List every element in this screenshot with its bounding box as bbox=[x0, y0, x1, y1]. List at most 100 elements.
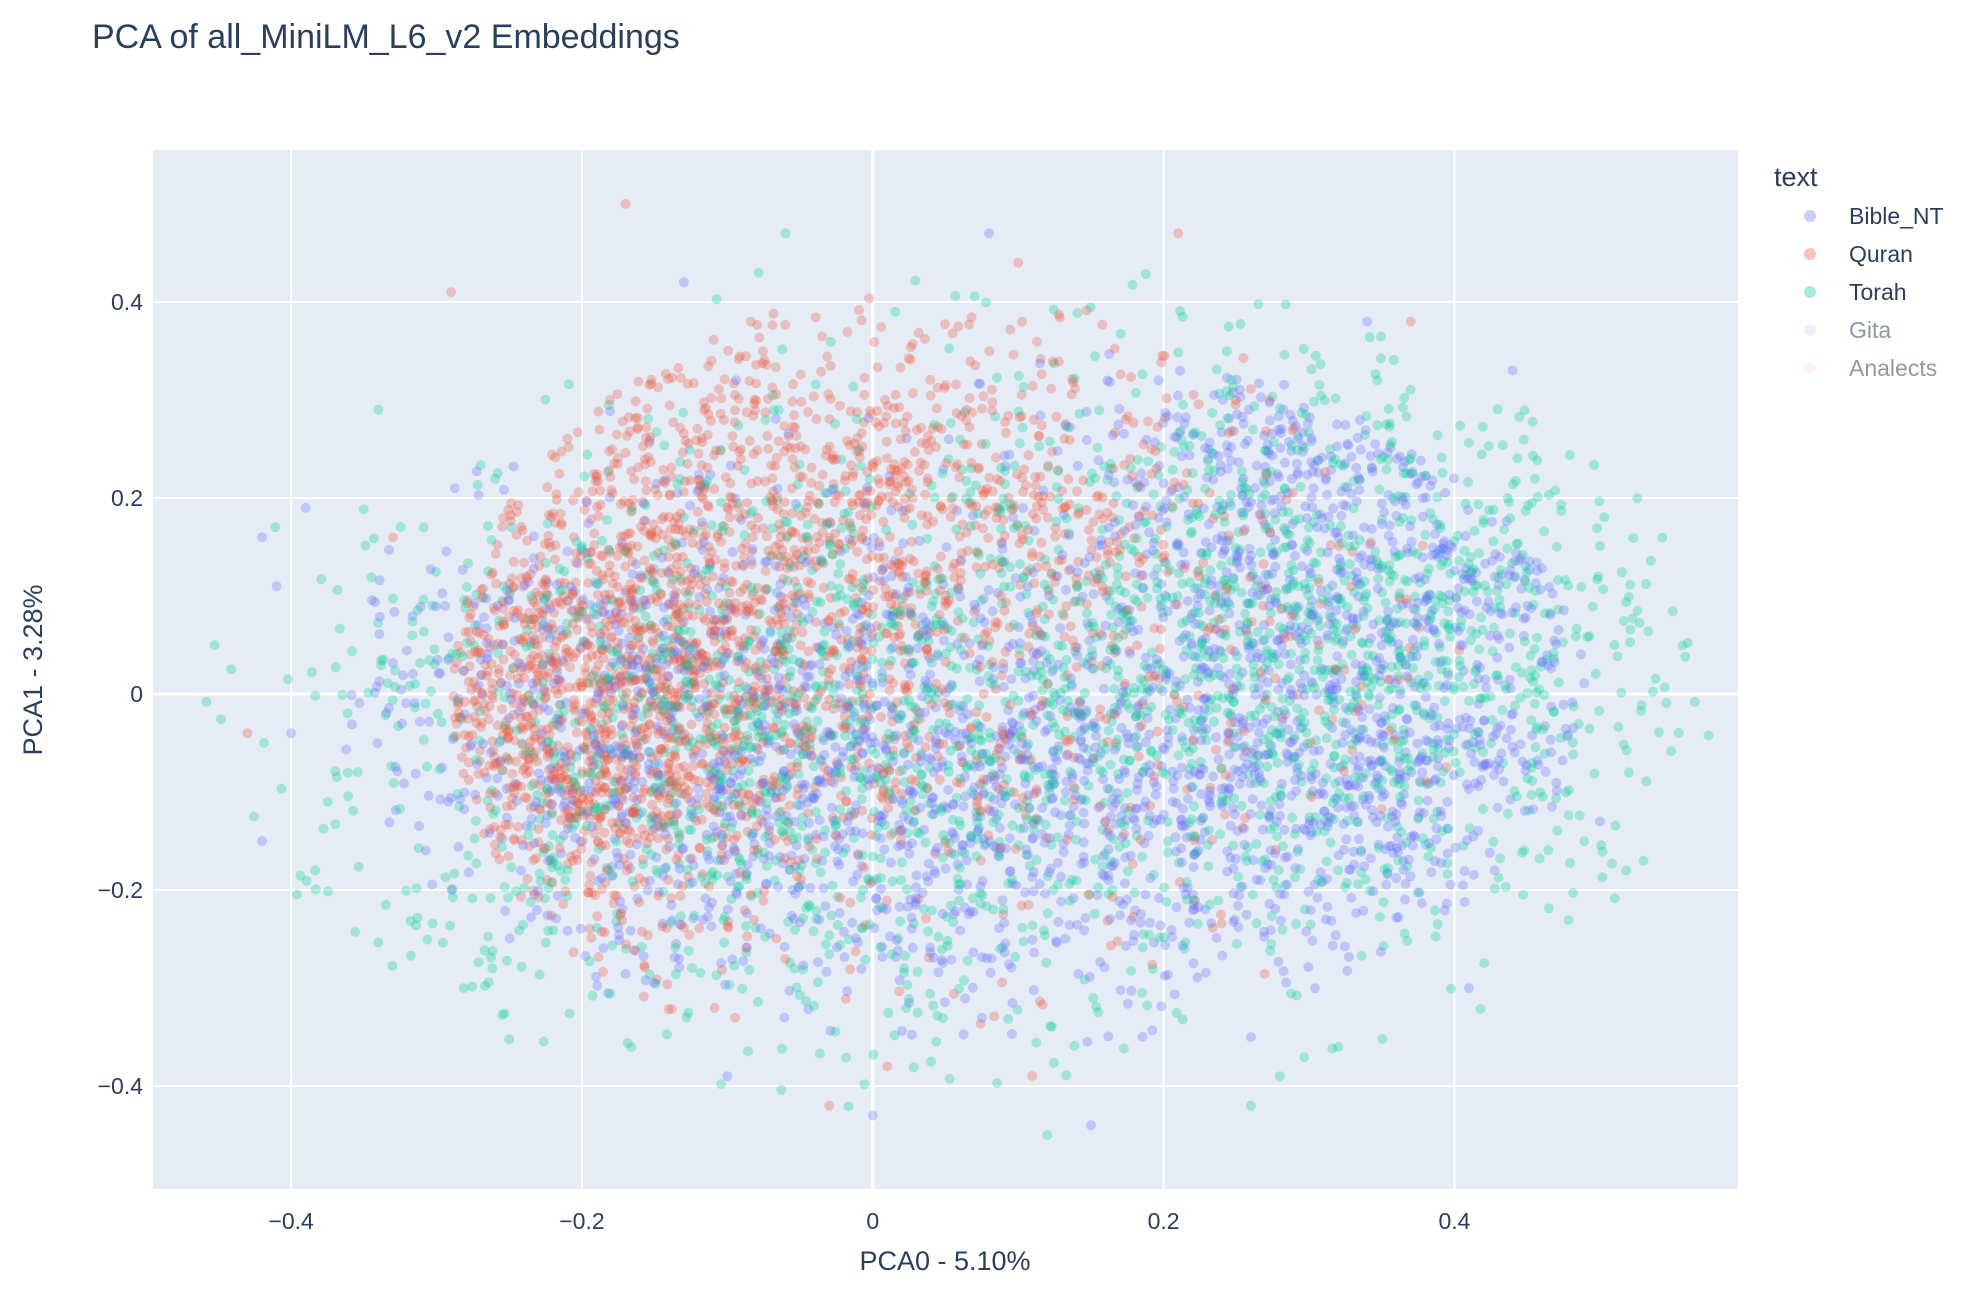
point-bible-nt bbox=[347, 719, 357, 730]
point-bible-nt bbox=[1320, 472, 1331, 483]
point-bible-nt bbox=[1349, 859, 1360, 870]
point-torah bbox=[1263, 570, 1274, 580]
point-bible-nt bbox=[1363, 790, 1374, 801]
point-bible-nt bbox=[1064, 820, 1075, 831]
point-bible-nt bbox=[466, 739, 477, 749]
point-bible-nt bbox=[1341, 834, 1352, 845]
point-quran bbox=[1155, 643, 1166, 654]
point-bible-nt bbox=[1208, 474, 1219, 485]
point-quran bbox=[737, 754, 748, 765]
point-bible-nt bbox=[1546, 801, 1557, 812]
point-quran bbox=[612, 389, 623, 400]
plot-area[interactable] bbox=[153, 150, 1738, 1189]
point-bible-nt bbox=[1143, 830, 1154, 841]
point-bible-nt bbox=[1471, 567, 1481, 578]
point-torah bbox=[1130, 387, 1141, 398]
point-quran bbox=[694, 923, 705, 934]
point-torah bbox=[1384, 560, 1395, 571]
point-bible-nt bbox=[981, 953, 992, 964]
point-bible-nt bbox=[1401, 713, 1412, 724]
point-torah bbox=[1050, 722, 1060, 733]
point-torah bbox=[1319, 815, 1330, 826]
point-torah bbox=[1398, 735, 1409, 746]
point-bible-nt bbox=[1225, 852, 1236, 863]
point-quran bbox=[1238, 353, 1249, 363]
point-bible-nt bbox=[762, 738, 773, 749]
point-quran bbox=[981, 712, 992, 722]
point-quran bbox=[497, 704, 507, 715]
point-torah bbox=[1009, 460, 1020, 471]
point-quran bbox=[931, 403, 942, 414]
point-torah bbox=[1122, 866, 1133, 877]
point-torah bbox=[1397, 402, 1408, 413]
point-quran bbox=[696, 814, 707, 825]
point-bible-nt bbox=[1365, 554, 1376, 565]
point-quran bbox=[455, 647, 466, 658]
point-torah bbox=[1418, 833, 1428, 844]
point-quran bbox=[615, 763, 626, 773]
point-torah bbox=[777, 726, 787, 737]
point-bible-nt bbox=[960, 771, 970, 782]
point-bible-nt bbox=[437, 588, 448, 599]
point-torah bbox=[827, 549, 838, 560]
point-torah bbox=[992, 1078, 1003, 1088]
point-torah bbox=[1537, 791, 1548, 802]
point-torah bbox=[1488, 836, 1499, 847]
point-torah bbox=[811, 694, 822, 704]
point-quran bbox=[461, 598, 472, 609]
point-quran bbox=[590, 775, 601, 786]
point-torah bbox=[1475, 1003, 1486, 1014]
point-torah bbox=[843, 1101, 854, 1112]
point-quran bbox=[632, 541, 643, 552]
point-quran bbox=[532, 622, 543, 633]
point-torah bbox=[1228, 381, 1239, 392]
point-bible-nt bbox=[1146, 663, 1157, 674]
point-quran bbox=[820, 450, 831, 461]
point-bible-nt bbox=[1148, 818, 1159, 829]
point-torah bbox=[1027, 815, 1038, 826]
point-quran bbox=[648, 637, 659, 648]
point-torah bbox=[1349, 728, 1360, 739]
point-torah bbox=[953, 607, 964, 618]
point-torah bbox=[1277, 841, 1288, 852]
point-torah bbox=[1095, 569, 1106, 580]
point-torah bbox=[1368, 650, 1378, 661]
point-torah bbox=[1017, 422, 1028, 433]
point-quran bbox=[562, 629, 573, 639]
point-quran bbox=[719, 374, 730, 385]
point-torah bbox=[777, 645, 788, 655]
point-torah bbox=[828, 688, 839, 699]
point-bible-nt bbox=[1168, 783, 1179, 794]
point-bible-nt bbox=[939, 997, 950, 1008]
point-torah bbox=[1173, 347, 1184, 358]
point-quran bbox=[890, 389, 901, 400]
point-bible-nt bbox=[1291, 786, 1302, 796]
point-bible-nt bbox=[1495, 608, 1506, 619]
point-quran bbox=[1097, 319, 1108, 330]
point-torah bbox=[1344, 559, 1355, 570]
point-bible-nt bbox=[1270, 534, 1280, 545]
point-torah bbox=[1177, 1014, 1188, 1025]
point-quran bbox=[1068, 782, 1079, 792]
point-bible-nt bbox=[1360, 425, 1371, 436]
point-bible-nt bbox=[1510, 602, 1521, 613]
point-quran bbox=[997, 977, 1008, 988]
point-bible-nt bbox=[1310, 983, 1320, 994]
point-bible-nt bbox=[1507, 607, 1517, 618]
point-torah bbox=[737, 983, 748, 994]
point-bible-nt bbox=[773, 708, 784, 719]
point-bible-nt bbox=[1120, 852, 1131, 863]
point-torah bbox=[923, 798, 934, 809]
point-torah bbox=[869, 806, 880, 817]
point-bible-nt bbox=[1018, 823, 1029, 834]
point-bible-nt bbox=[720, 651, 731, 662]
point-bible-nt bbox=[1178, 651, 1189, 662]
point-torah bbox=[1565, 857, 1575, 868]
point-quran bbox=[984, 346, 995, 357]
point-quran bbox=[596, 550, 607, 561]
point-torah bbox=[906, 701, 917, 712]
point-quran bbox=[487, 736, 498, 747]
point-bible-nt bbox=[989, 841, 999, 852]
point-torah bbox=[1435, 523, 1446, 534]
point-torah bbox=[1399, 575, 1410, 585]
